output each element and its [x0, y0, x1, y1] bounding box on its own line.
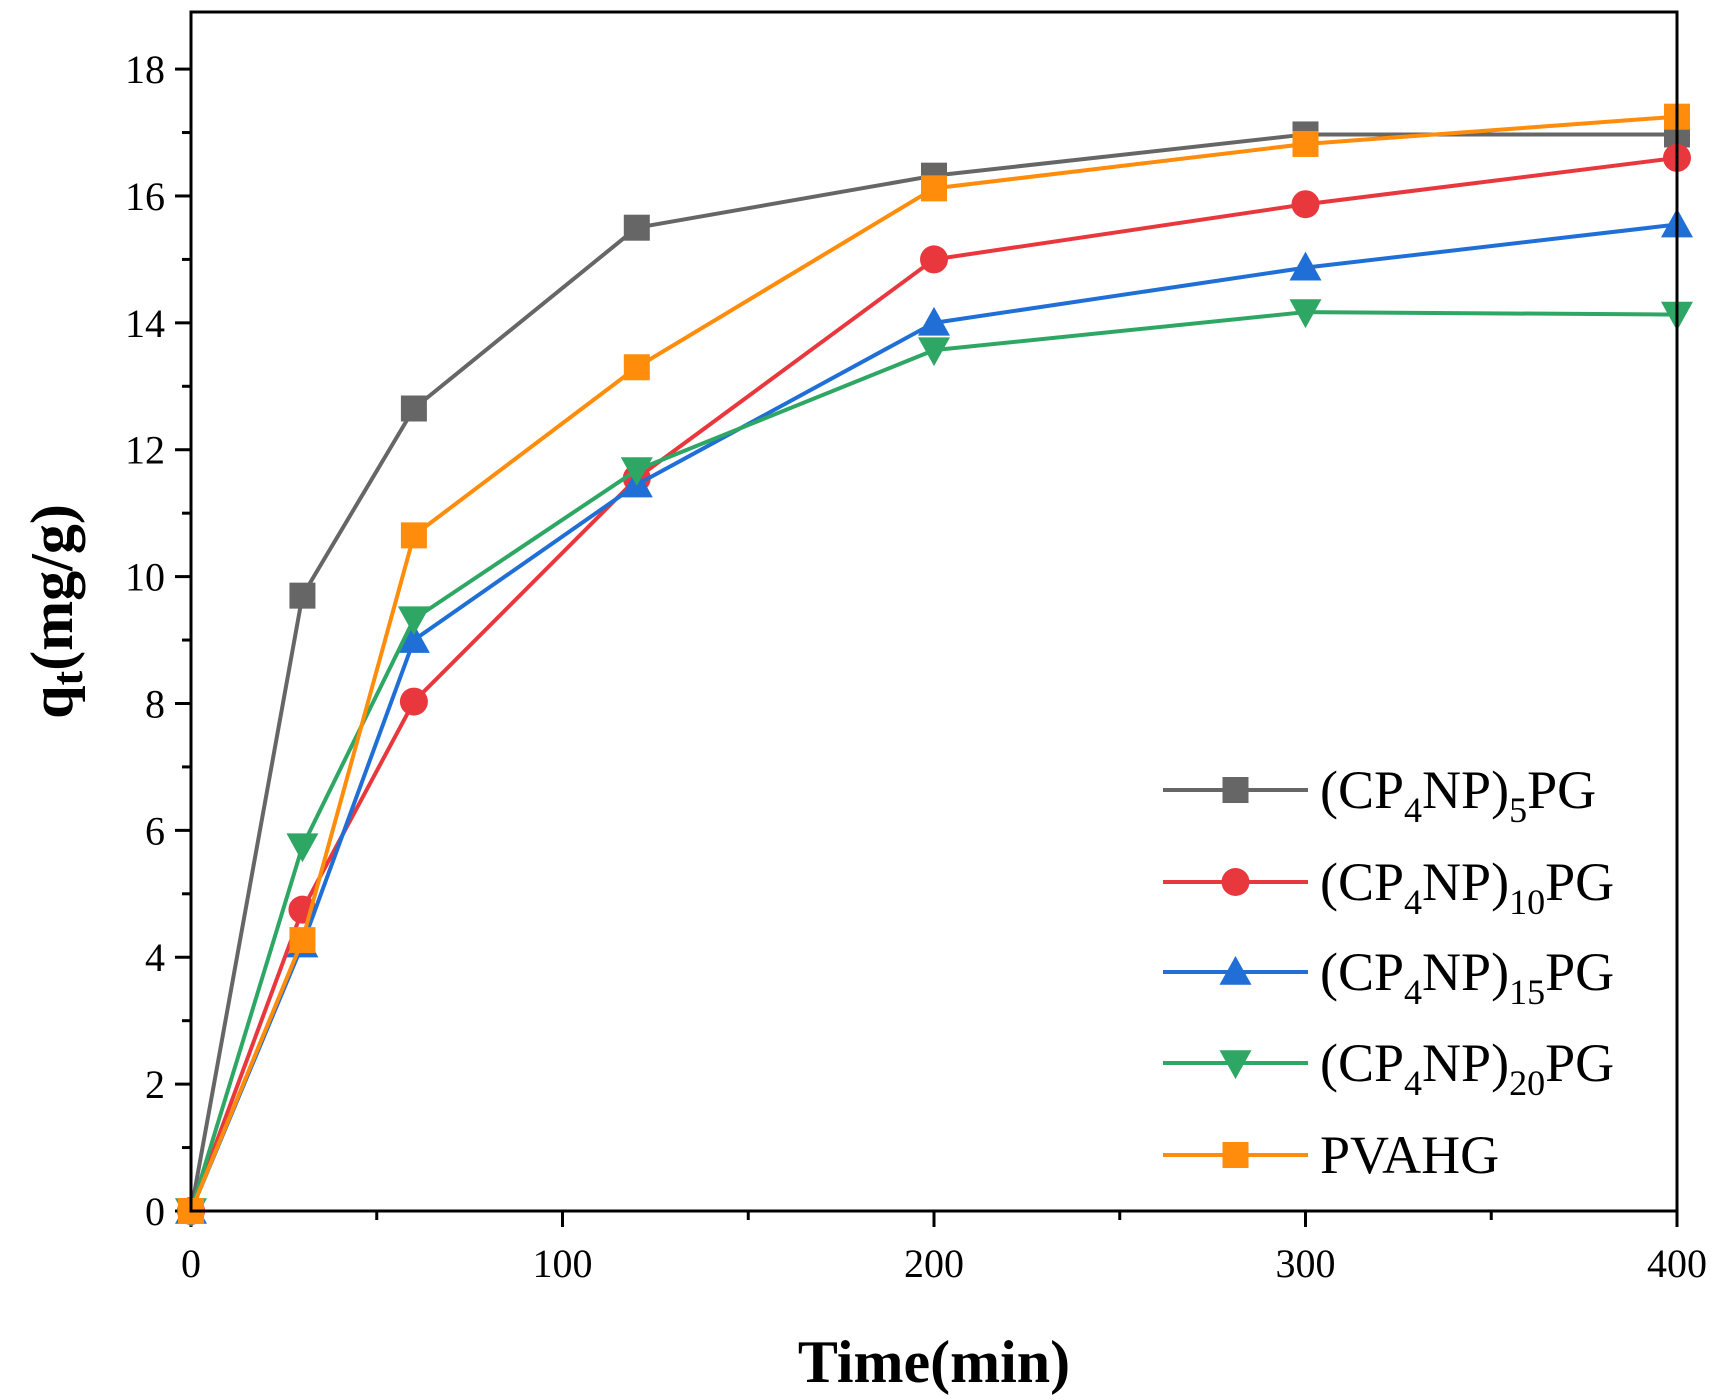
- y-tick-label: 2: [145, 1062, 165, 1107]
- y-tick-label: 16: [125, 174, 165, 219]
- y-axis-title-unit: (mg/g): [19, 504, 85, 671]
- legend-item: (CP4NP)15PG: [1163, 942, 1614, 1012]
- plot-area: [175, 103, 1693, 1227]
- y-axis-title-main: q: [19, 685, 85, 718]
- data-point: [921, 175, 947, 202]
- data-point: [399, 687, 428, 716]
- y-tick-label: 12: [125, 428, 165, 473]
- legend-label: (CP4NP)15PG: [1320, 942, 1614, 1012]
- axes: 0 100 200 300 400 0 2 4 6 8 10 12 14 16 18: [125, 47, 1707, 1286]
- legend-item: PVAHG: [1163, 1125, 1499, 1185]
- legend-marker: [1219, 1050, 1252, 1079]
- data-point: [918, 306, 950, 336]
- x-tick-label: 200: [904, 1241, 964, 1286]
- data-point: [1292, 130, 1319, 157]
- legend-marker: [1219, 956, 1252, 985]
- legend-item: (CP4NP)10PG: [1163, 852, 1614, 922]
- legend-marker: [1222, 1142, 1249, 1168]
- x-axis-title: Time(min): [798, 1329, 1070, 1395]
- data-point: [918, 337, 950, 367]
- data-point: [620, 457, 653, 487]
- data-point: [920, 245, 948, 274]
- legend-marker: [1222, 777, 1249, 803]
- x-tick-label: 0: [181, 1241, 201, 1286]
- y-tick-label: 18: [125, 47, 165, 92]
- legend-item: (CP4NP)5PG: [1163, 760, 1596, 830]
- legend-label: (CP4NP)10PG: [1320, 852, 1614, 922]
- data-point: [400, 395, 427, 422]
- y-tick-label: 14: [125, 301, 165, 346]
- legend-label: PVAHG: [1320, 1125, 1499, 1185]
- y-axis-title: qt(mg/g): [19, 504, 92, 719]
- data-point: [397, 606, 430, 636]
- x-tick-label: 400: [1647, 1241, 1707, 1286]
- data-point: [623, 214, 650, 241]
- data-point: [400, 522, 427, 549]
- legend: (CP4NP)5PG (CP4NP)10PG (CP4NP)15PG (CP4NP)2…: [1163, 760, 1614, 1185]
- y-tick-label: 10: [125, 555, 165, 600]
- legend-label: (CP4NP)5PG: [1320, 760, 1596, 830]
- data-point: [286, 833, 319, 863]
- x-tick-label: 100: [533, 1241, 593, 1286]
- plot-frame: [189, 10, 1679, 1213]
- data-point: [289, 927, 316, 954]
- y-tick-label: 6: [145, 808, 165, 853]
- legend-item: (CP4NP)20PG: [1163, 1033, 1614, 1103]
- data-point: [1291, 190, 1320, 219]
- data-point: [397, 624, 430, 653]
- data-point: [289, 582, 316, 609]
- y-tick-label: 0: [145, 1189, 165, 1234]
- legend-marker: [1221, 868, 1250, 896]
- series-4: [178, 103, 1690, 1224]
- x-tick-label: 300: [1276, 1241, 1336, 1286]
- data-point: [1289, 251, 1322, 281]
- y-axis-title-sub: t: [43, 670, 92, 685]
- data-point: [623, 354, 650, 381]
- y-tick-label: 4: [145, 935, 165, 980]
- y-tick-label: 8: [145, 681, 165, 726]
- legend-label: (CP4NP)20PG: [1320, 1033, 1614, 1103]
- data-point: [1289, 299, 1322, 329]
